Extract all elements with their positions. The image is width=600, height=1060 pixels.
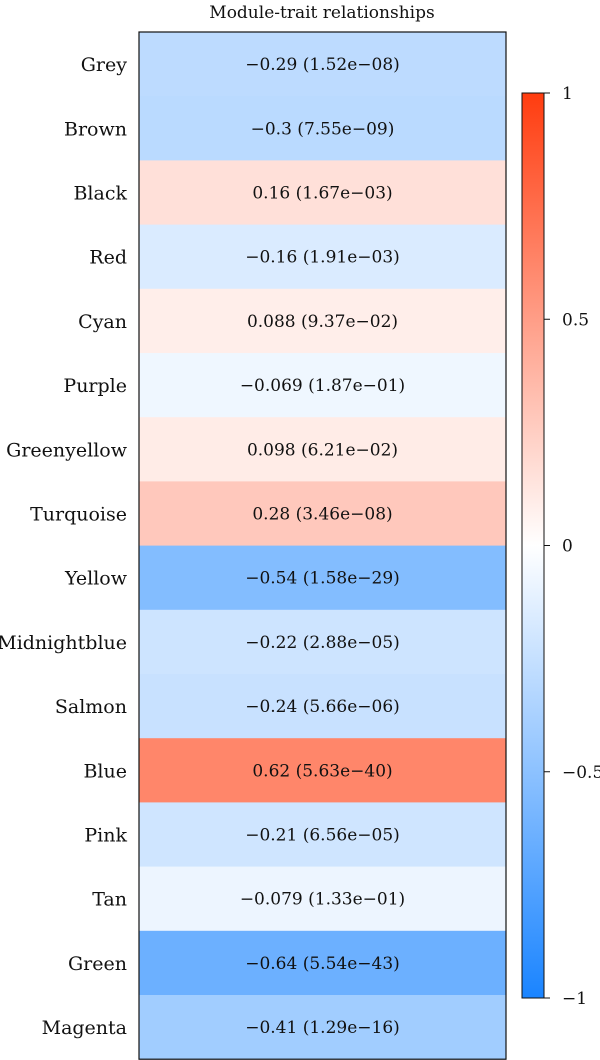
colorbar-tick-label: −0.5 xyxy=(562,763,600,783)
heatmap-cell xyxy=(139,96,506,161)
colorbar-tick-label: −1 xyxy=(562,989,587,1009)
cell-value-label: −0.079 (1.33e−01) xyxy=(240,890,405,910)
chart-title: Module-trait relationships xyxy=(209,3,434,23)
colorbar-tick-label: 0 xyxy=(562,537,573,557)
row-label: Tan xyxy=(92,889,127,911)
heatmap-cell xyxy=(139,353,506,418)
row-label: Magenta xyxy=(42,1017,127,1039)
row-label: Pink xyxy=(84,825,127,847)
heatmap-cell xyxy=(139,930,506,996)
heatmap-cell xyxy=(139,481,506,547)
colorbar-tick-label: 1 xyxy=(562,84,573,104)
cell-value-label: 0.098 (6.21e−02) xyxy=(247,440,398,460)
row-label: Brown xyxy=(64,118,127,140)
heatmap-cell xyxy=(139,802,506,868)
cell-value-label: −0.29 (1.52e−08) xyxy=(245,55,400,75)
heatmap-cell xyxy=(139,224,506,290)
cell-value-label: −0.22 (2.88e−05) xyxy=(245,633,400,653)
cell-value-label: −0.64 (5.54e−43) xyxy=(245,954,400,974)
heatmap-cell xyxy=(139,545,506,611)
row-label: Purple xyxy=(63,375,127,397)
heatmap-cells: −0.29 (1.52e−08) −0.3 (7.55e−09) 0.16 (1.6… xyxy=(139,32,506,1060)
cell-value-label: −0.54 (1.58e−29) xyxy=(245,569,400,589)
heatmap-cell xyxy=(139,160,506,226)
colorbar xyxy=(521,92,545,999)
colorbar-ticks: 1 0.5 0 −0.5 −1 xyxy=(544,84,600,1009)
heatmap-cell xyxy=(139,866,506,932)
cell-value-label: −0.41 (1.29e−16) xyxy=(245,1018,400,1038)
row-label: Cyan xyxy=(78,311,127,333)
cell-value-label: 0.16 (1.67e−03) xyxy=(252,184,392,204)
row-label: Midnightblue xyxy=(0,632,127,654)
heatmap-cell xyxy=(139,674,506,739)
heatmap-cell xyxy=(139,288,506,354)
cell-value-label: −0.3 (7.55e−09) xyxy=(251,119,395,139)
row-label: Salmon xyxy=(55,696,127,718)
cell-value-label: −0.16 (1.91e−03) xyxy=(245,248,400,268)
row-label: Blue xyxy=(83,760,127,782)
cell-value-label: −0.069 (1.87e−01) xyxy=(240,376,405,396)
colorbar-tick-label: 0.5 xyxy=(562,310,589,330)
cell-value-label: 0.088 (9.37e−02) xyxy=(247,312,398,332)
heatmap-cell xyxy=(139,417,506,482)
row-labels: Grey Brown Black Red Cyan Purple Greenyellow Tu… xyxy=(0,54,128,1039)
heatmap-cell xyxy=(139,609,506,675)
row-label: Yellow xyxy=(64,568,128,590)
cell-value-label: −0.21 (6.56e−05) xyxy=(245,826,400,846)
heatmap-border xyxy=(138,31,507,1060)
cell-value-label: −0.24 (5.66e−06) xyxy=(245,697,400,717)
row-label: Black xyxy=(73,183,127,205)
cell-value-label: 0.62 (5.63e−40) xyxy=(252,761,392,781)
row-label: Green xyxy=(68,953,127,975)
heatmap-cell xyxy=(139,32,506,97)
row-label: Greenyellow xyxy=(6,439,128,461)
row-label: Grey xyxy=(81,54,128,76)
row-label: Turquoise xyxy=(30,504,127,526)
heatmap-cell xyxy=(139,738,506,803)
heatmap-cell xyxy=(139,995,506,1060)
row-label: Red xyxy=(89,247,127,269)
cell-value-label: 0.28 (3.46e−08) xyxy=(252,505,392,525)
